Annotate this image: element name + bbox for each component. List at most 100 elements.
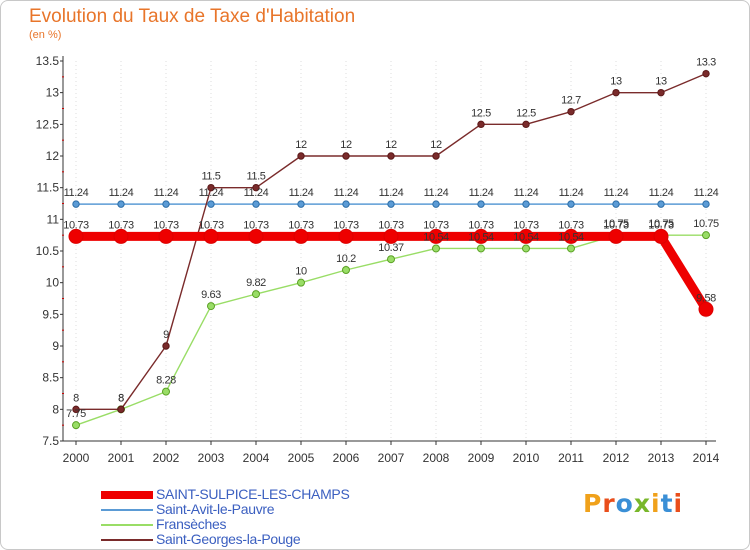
data-point	[608, 228, 624, 244]
x-tick-label: 2003	[198, 451, 225, 465]
data-point	[518, 228, 534, 244]
data-label: 9.58	[696, 292, 716, 304]
data-label: 10.75	[693, 218, 719, 230]
data-label: 12	[430, 139, 442, 151]
data-point	[432, 200, 440, 208]
data-point	[113, 228, 129, 244]
data-point	[387, 200, 395, 208]
data-label: 10.37	[378, 242, 404, 254]
legend-swatch	[101, 509, 153, 511]
x-tick-label: 2014	[693, 451, 720, 465]
logo-letter: r	[602, 489, 616, 518]
data-point	[68, 228, 84, 244]
data-label: 12.7	[561, 95, 581, 107]
data-label: 10.54	[423, 231, 449, 243]
data-point	[252, 183, 260, 192]
data-point	[563, 228, 579, 244]
data-label: 11.24	[109, 187, 134, 199]
data-point	[342, 266, 350, 274]
data-point	[477, 200, 485, 208]
data-point	[207, 302, 215, 311]
data-point	[162, 200, 170, 208]
data-label: 8	[73, 392, 79, 404]
y-tick-label: 8.5	[42, 371, 59, 385]
y-tick-label: 12	[46, 149, 60, 163]
data-point	[432, 152, 440, 160]
data-point	[203, 228, 219, 244]
x-tick-label: 2002	[153, 451, 180, 465]
data-label: 10.73	[378, 219, 404, 231]
y-tick-label: 13.5	[36, 54, 60, 68]
data-point	[72, 405, 80, 414]
x-tick-label: 2000	[63, 451, 90, 465]
data-label: 11.24	[559, 187, 584, 199]
data-point	[158, 228, 174, 244]
data-label: 8	[118, 392, 124, 404]
data-point	[248, 228, 264, 244]
data-label: 11.24	[334, 187, 359, 199]
data-point	[252, 290, 260, 299]
data-label: 11.24	[154, 187, 179, 199]
data-label: 10.73	[153, 219, 179, 231]
y-tick-label: 13	[46, 86, 60, 100]
x-tick-label: 2012	[603, 451, 630, 465]
data-label: 8	[118, 392, 124, 404]
data-label: 10.73	[603, 219, 629, 231]
data-point	[162, 342, 170, 350]
data-point	[72, 421, 80, 430]
data-point	[162, 387, 170, 396]
data-point	[567, 107, 575, 116]
data-label: 10.73	[513, 219, 539, 231]
data-point	[702, 69, 710, 78]
data-label: 10.75	[648, 218, 674, 230]
y-tick-label: 9	[52, 339, 59, 353]
data-label: 9.63	[201, 289, 221, 301]
y-tick-label: 9.5	[42, 307, 59, 321]
data-point	[567, 244, 575, 253]
data-point	[522, 120, 530, 129]
y-tick-label: 10	[46, 276, 60, 290]
y-tick-label: 8	[52, 402, 59, 416]
proxiti-logo[interactable]: Proxiti	[583, 489, 683, 518]
data-label: 12.5	[471, 107, 491, 119]
data-point	[72, 200, 80, 208]
data-label: 10.73	[63, 219, 89, 231]
data-label: 11.24	[604, 187, 629, 199]
data-point	[207, 183, 215, 192]
data-label: 10.73	[288, 219, 314, 231]
data-point	[297, 200, 305, 208]
data-label: 11.24	[469, 187, 494, 199]
data-label: 10.54	[513, 231, 539, 243]
data-point	[657, 200, 665, 208]
data-label: 13	[655, 76, 667, 88]
data-label: 11.24	[244, 187, 269, 199]
x-tick-label: 2011	[558, 451, 584, 465]
data-label: 10.54	[558, 231, 584, 243]
x-tick-label: 2010	[513, 451, 540, 465]
data-point	[477, 244, 485, 253]
x-tick-label: 2005	[288, 451, 315, 465]
data-label: 11.24	[379, 187, 404, 199]
data-point	[477, 120, 485, 129]
data-label: 9	[163, 329, 169, 341]
logo-letter: t	[660, 489, 674, 518]
legend-swatch	[101, 524, 153, 526]
data-label: 10.73	[333, 219, 359, 231]
data-label: 11.24	[424, 187, 449, 199]
data-point	[338, 228, 354, 244]
data-point	[342, 200, 350, 208]
data-label: 13.3	[696, 57, 716, 69]
data-label: 10.2	[336, 253, 356, 265]
chart-unit-label: (en %)	[29, 29, 62, 41]
data-label: 11.24	[649, 187, 674, 199]
data-label: 8.28	[156, 375, 176, 387]
data-label: 10.75	[603, 218, 629, 230]
data-point	[252, 200, 260, 208]
x-tick-label: 2007	[378, 451, 405, 465]
legend-swatch	[101, 491, 153, 499]
legend-label: Saint-Avit-le-Pauvre	[156, 501, 275, 517]
data-point	[387, 152, 395, 160]
y-tick-label: 10.5	[36, 244, 60, 258]
data-label: 11.5	[202, 171, 221, 183]
